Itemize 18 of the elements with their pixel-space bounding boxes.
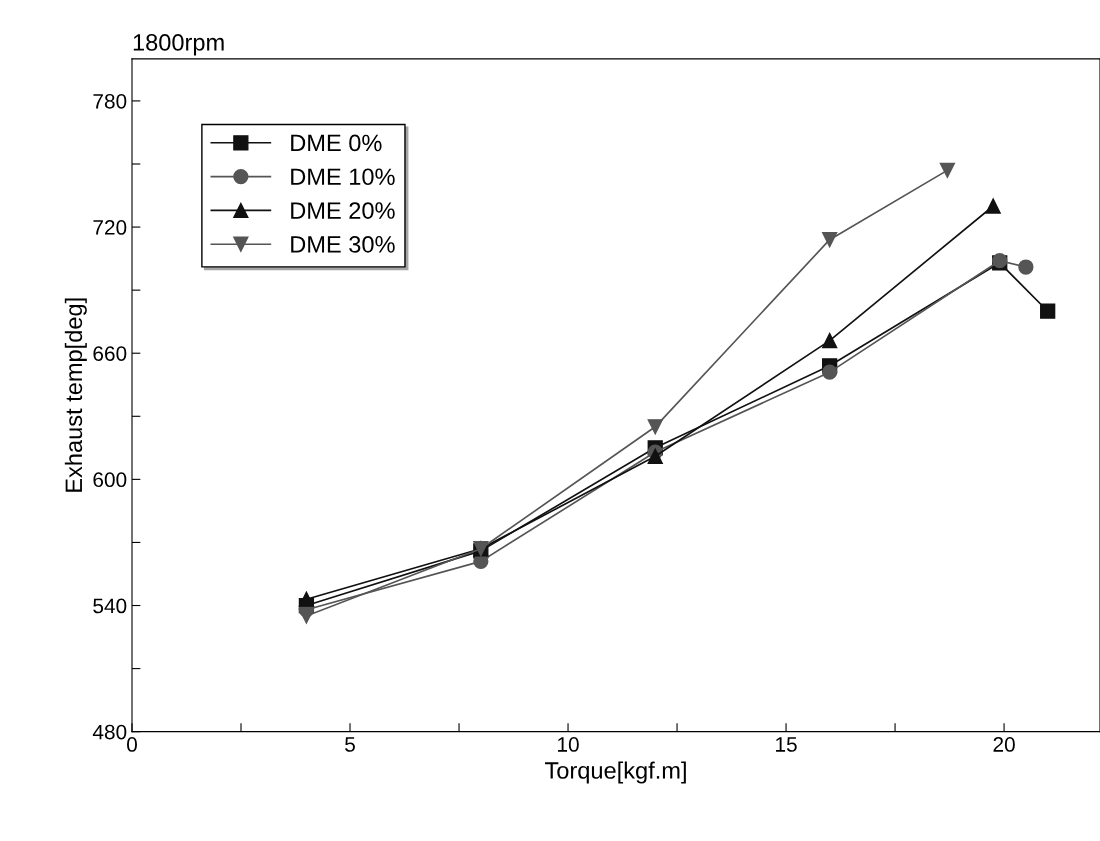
y-tick-label: 480	[92, 724, 127, 740]
y-tick-label: 720	[93, 220, 127, 235]
x-tick-label: 5	[345, 737, 355, 752]
y-tick-label: 660	[93, 346, 127, 361]
legend-label: DME 10%	[291, 168, 395, 186]
y-tick-label: 600	[93, 472, 127, 488]
legend-label: DME 30%	[291, 236, 395, 253]
legend-label: DME 0%	[291, 134, 382, 152]
x-tick-label: 15	[776, 737, 797, 752]
x-tick-label: 20	[993, 737, 1015, 752]
chart-title: 1800rpm	[133, 34, 224, 56]
x-axis-title: Torque[kgf.m]	[545, 761, 686, 784]
x-tick-label: 0	[127, 737, 137, 752]
legend-label: DME 20%	[291, 202, 395, 219]
y-tick-label: 780	[93, 93, 127, 109]
x-tick-label: 10	[558, 737, 579, 752]
y-tick-label: 540	[93, 598, 127, 614]
y-axis-title: Exhaust temp[deg]	[64, 298, 87, 492]
